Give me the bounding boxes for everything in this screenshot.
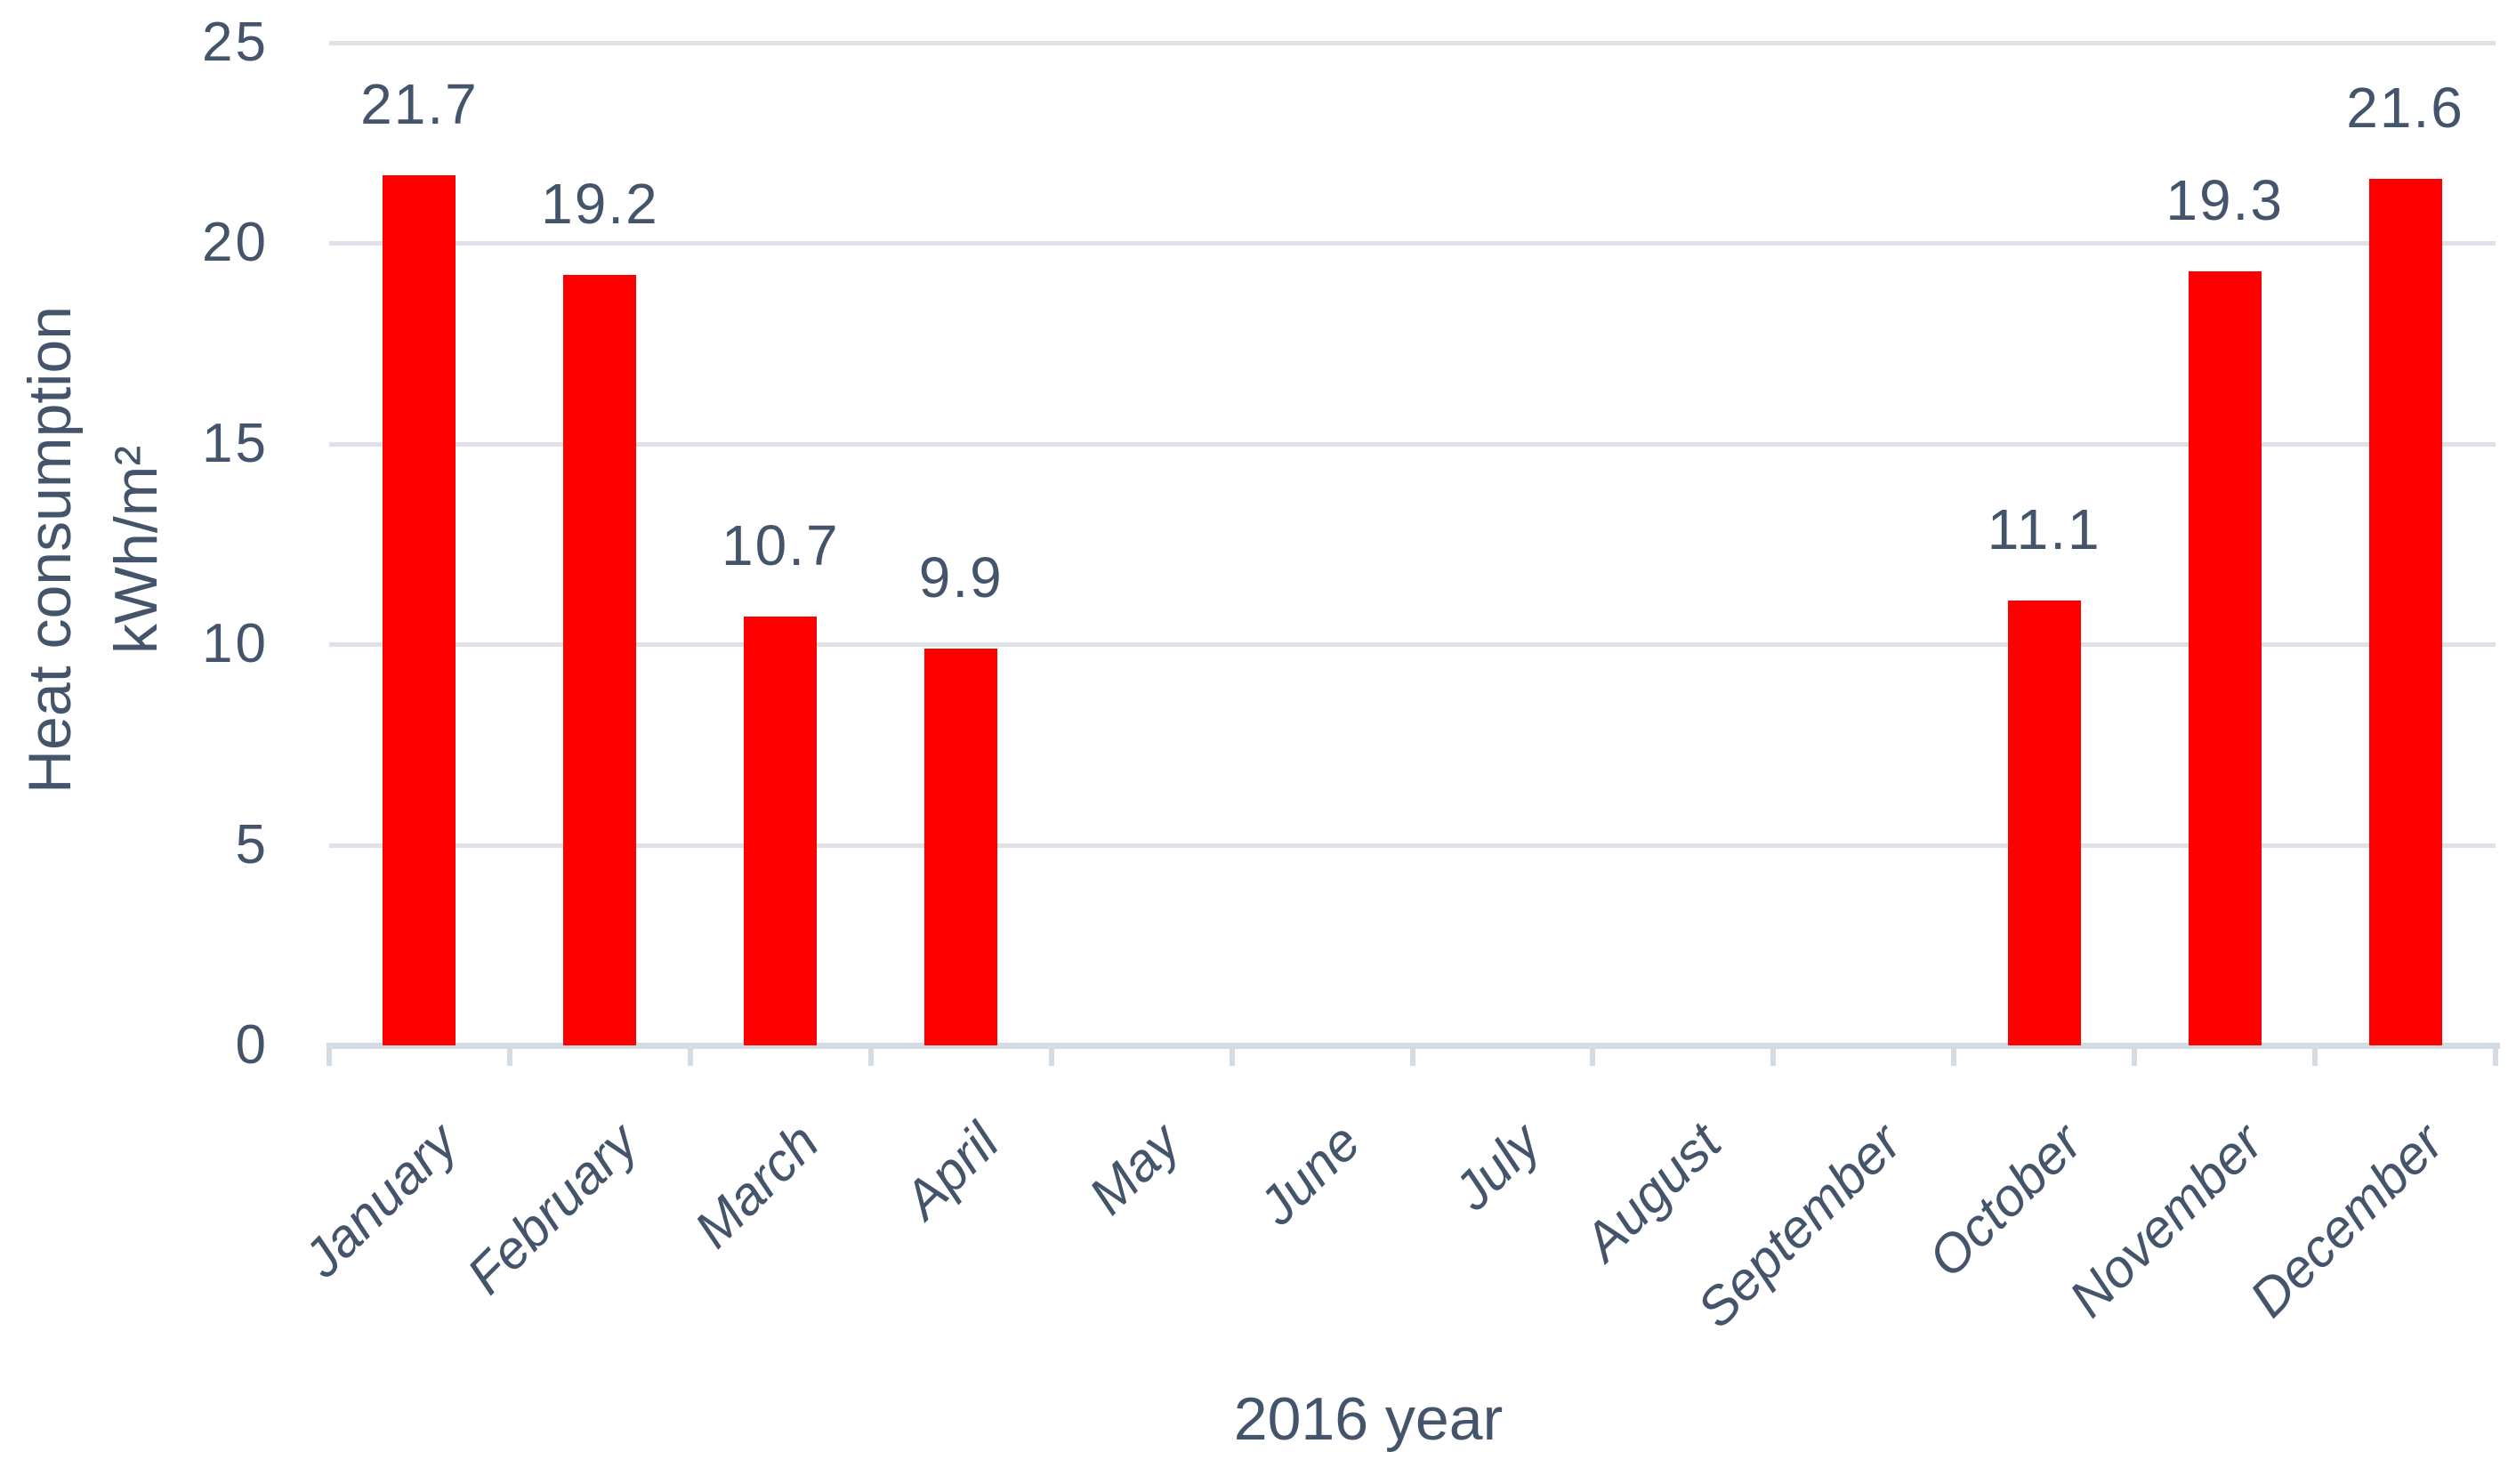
- y-tick-label-25: 25: [202, 12, 269, 73]
- y-tick-label-20: 20: [202, 212, 269, 274]
- gridline-10: [329, 642, 2496, 648]
- x-axis-tick: [1590, 1043, 1596, 1066]
- gridline-25: [329, 41, 2496, 45]
- month-label-may: May: [1077, 1111, 1191, 1226]
- gridline-5: [329, 843, 2496, 848]
- x-axis-tick: [506, 1043, 512, 1066]
- month-label-july: July: [1442, 1111, 1552, 1222]
- x-axis-tick: [2493, 1043, 2498, 1066]
- month-label-november: November: [2057, 1111, 2274, 1328]
- month-label-october: October: [1916, 1111, 2093, 1289]
- bar-february: [563, 275, 637, 1045]
- bar-march: [744, 616, 818, 1045]
- month-label-december: December: [2238, 1111, 2455, 1328]
- bar-value-december: 21.6: [2346, 76, 2464, 141]
- x-axis-tick: [687, 1043, 693, 1066]
- month-label-january: January: [292, 1111, 469, 1289]
- month-label-february: February: [456, 1111, 649, 1306]
- x-axis-title: 2016 year: [1233, 1385, 1504, 1453]
- bar-october: [2007, 600, 2081, 1045]
- y-tick-label-0: 0: [235, 1014, 269, 1076]
- x-axis-tick: [1048, 1043, 1054, 1066]
- x-axis-tick: [1229, 1043, 1235, 1066]
- x-axis-tick: [327, 1043, 332, 1066]
- x-axis-tick: [867, 1043, 874, 1066]
- x-axis-tick: [1770, 1043, 1777, 1066]
- x-axis-tick: [2312, 1043, 2318, 1066]
- bar-april: [924, 648, 998, 1045]
- y-tick-label-10: 10: [202, 613, 269, 675]
- bar-value-january: 21.7: [360, 71, 479, 136]
- gridline-15: [329, 441, 2496, 447]
- bar-value-april: 9.9: [918, 544, 1004, 609]
- bar-november: [2188, 270, 2262, 1045]
- month-label-april: April: [892, 1111, 1011, 1230]
- bar-value-february: 19.2: [541, 172, 659, 237]
- bar-value-october: 11.1: [1987, 496, 2101, 561]
- gridline-20: [329, 241, 2496, 246]
- month-label-march: March: [682, 1111, 830, 1260]
- bar-december: [2368, 179, 2442, 1045]
- bar-value-march: 10.7: [722, 512, 840, 577]
- y-tick-label-5: 5: [235, 813, 269, 875]
- month-label-june: June: [1246, 1111, 1372, 1237]
- bar-january: [383, 174, 456, 1045]
- x-axis-tick: [1951, 1043, 1957, 1066]
- x-axis-tick: [1409, 1043, 1415, 1066]
- x-axis-tick: [2132, 1043, 2138, 1066]
- y-tick-label-15: 15: [202, 412, 269, 474]
- bar-value-november: 19.3: [2165, 167, 2284, 232]
- month-label-august: August: [1572, 1111, 1733, 1272]
